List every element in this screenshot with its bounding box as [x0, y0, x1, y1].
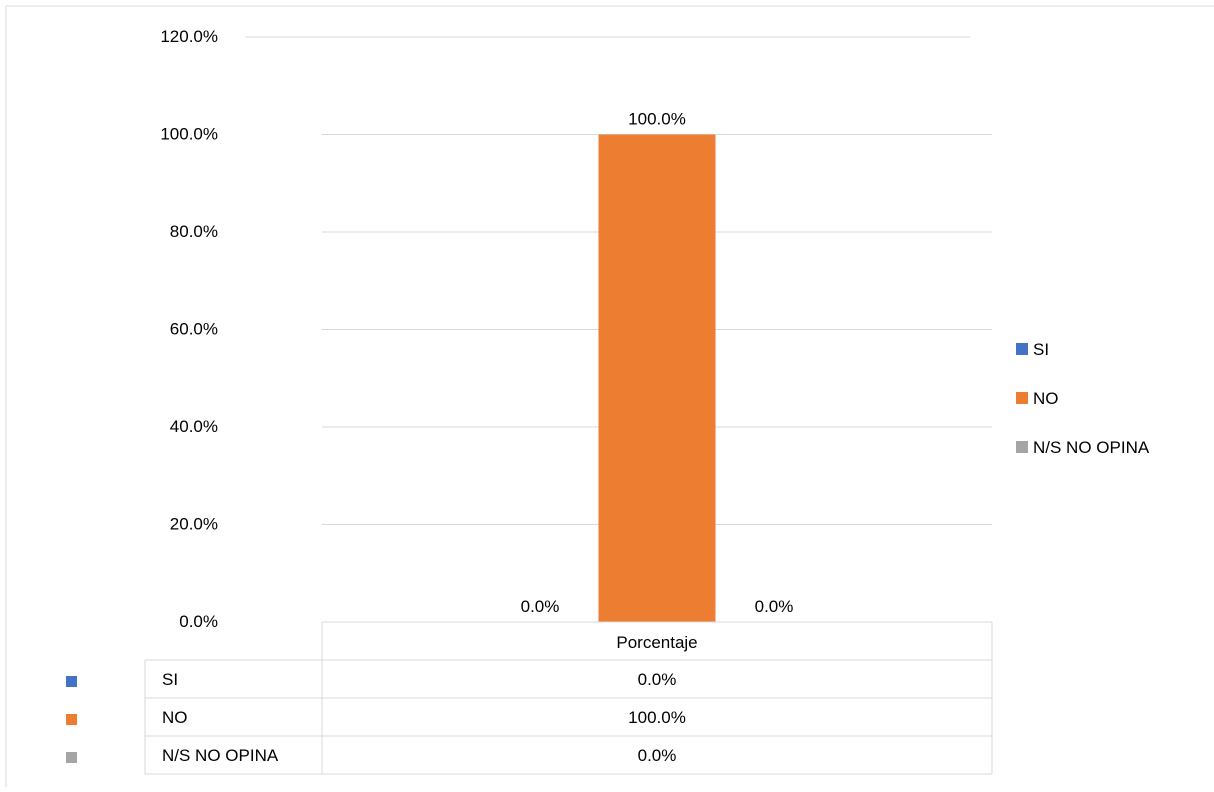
data-label: 0.0%: [521, 597, 560, 616]
legend-label: NO: [1033, 389, 1059, 408]
y-tick-label: 120.0%: [160, 27, 218, 46]
table-legend-key: [66, 752, 77, 763]
legend-key: [1016, 392, 1028, 404]
legend-key: [1016, 441, 1028, 453]
y-tick-label: 0.0%: [179, 612, 218, 631]
bars: [598, 134, 716, 622]
table-legend-key: [66, 676, 77, 687]
bar-no: [598, 134, 716, 622]
data-table: Porcentaje SI 0.0% NO 100.0% N/S NO OPINA 0.0%: [66, 621, 993, 775]
table-row-value: 100.0%: [628, 708, 686, 727]
table-row-name: N/S NO OPINA: [162, 746, 279, 765]
legend: SI NO N/S NO OPINA: [1016, 340, 1150, 457]
legend-label: SI: [1033, 340, 1049, 359]
table-legend-key: [66, 714, 77, 725]
y-axis-ticks: 0.0% 20.0% 40.0% 60.0% 80.0% 100.0% 120.0%: [160, 27, 218, 631]
y-tick-label: 60.0%: [170, 320, 218, 339]
table-row-value: 0.0%: [638, 746, 677, 765]
table-header-category: Porcentaje: [616, 633, 697, 652]
table-row-name: SI: [162, 670, 178, 689]
data-labels: 0.0% 100.0% 0.0%: [521, 110, 794, 617]
y-tick-label: 40.0%: [170, 417, 218, 436]
table-row-name: NO: [162, 708, 188, 727]
data-label: 0.0%: [755, 597, 794, 616]
y-tick-label: 20.0%: [170, 515, 218, 534]
table-row-value: 0.0%: [638, 670, 677, 689]
y-tick-label: 80.0%: [170, 222, 218, 241]
y-tick-label: 100.0%: [160, 125, 218, 144]
data-label: 100.0%: [628, 110, 686, 129]
legend-key: [1016, 343, 1028, 355]
legend-label: N/S NO OPINA: [1033, 438, 1150, 457]
